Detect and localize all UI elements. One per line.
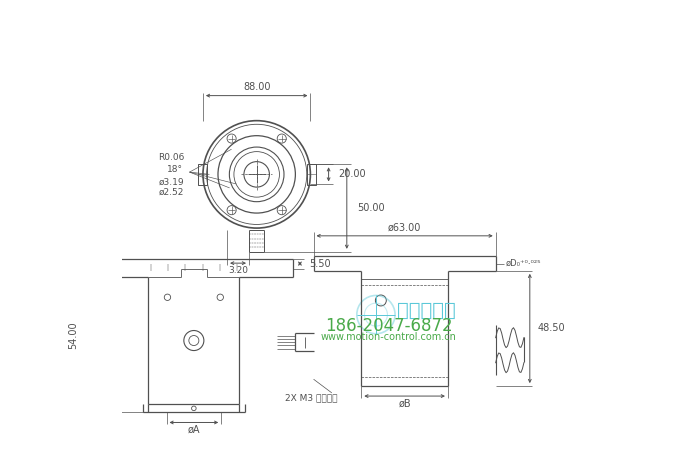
Text: R0.06: R0.06 xyxy=(158,153,184,162)
Text: 50.00: 50.00 xyxy=(357,203,384,213)
Bar xyxy=(307,164,316,185)
Text: 20.00: 20.00 xyxy=(339,169,366,180)
Text: 西安德伍拓: 西安德伍拓 xyxy=(397,300,456,320)
Text: 2X M3 固定螺钉: 2X M3 固定螺钉 xyxy=(285,393,337,402)
Text: øB: øB xyxy=(398,398,411,409)
Text: 48.50: 48.50 xyxy=(538,323,566,333)
Text: ø3.19: ø3.19 xyxy=(158,178,184,186)
Text: ø63.00: ø63.00 xyxy=(388,223,421,233)
Text: 54.00: 54.00 xyxy=(68,322,78,349)
Text: 5.50: 5.50 xyxy=(309,259,330,268)
Text: www.motion-control.com.cn: www.motion-control.com.cn xyxy=(321,333,456,342)
Text: 88.00: 88.00 xyxy=(243,82,270,93)
Text: 186-2047-6872: 186-2047-6872 xyxy=(325,316,452,334)
Bar xyxy=(197,164,206,185)
Text: 18°: 18° xyxy=(167,165,183,174)
Text: ø2.52: ø2.52 xyxy=(159,188,184,196)
Text: 3.20: 3.20 xyxy=(228,266,248,275)
Text: øA: øA xyxy=(188,425,200,435)
Text: øD₀⁺⁰⋅⁰²⁵: øD₀⁺⁰⋅⁰²⁵ xyxy=(505,259,541,268)
